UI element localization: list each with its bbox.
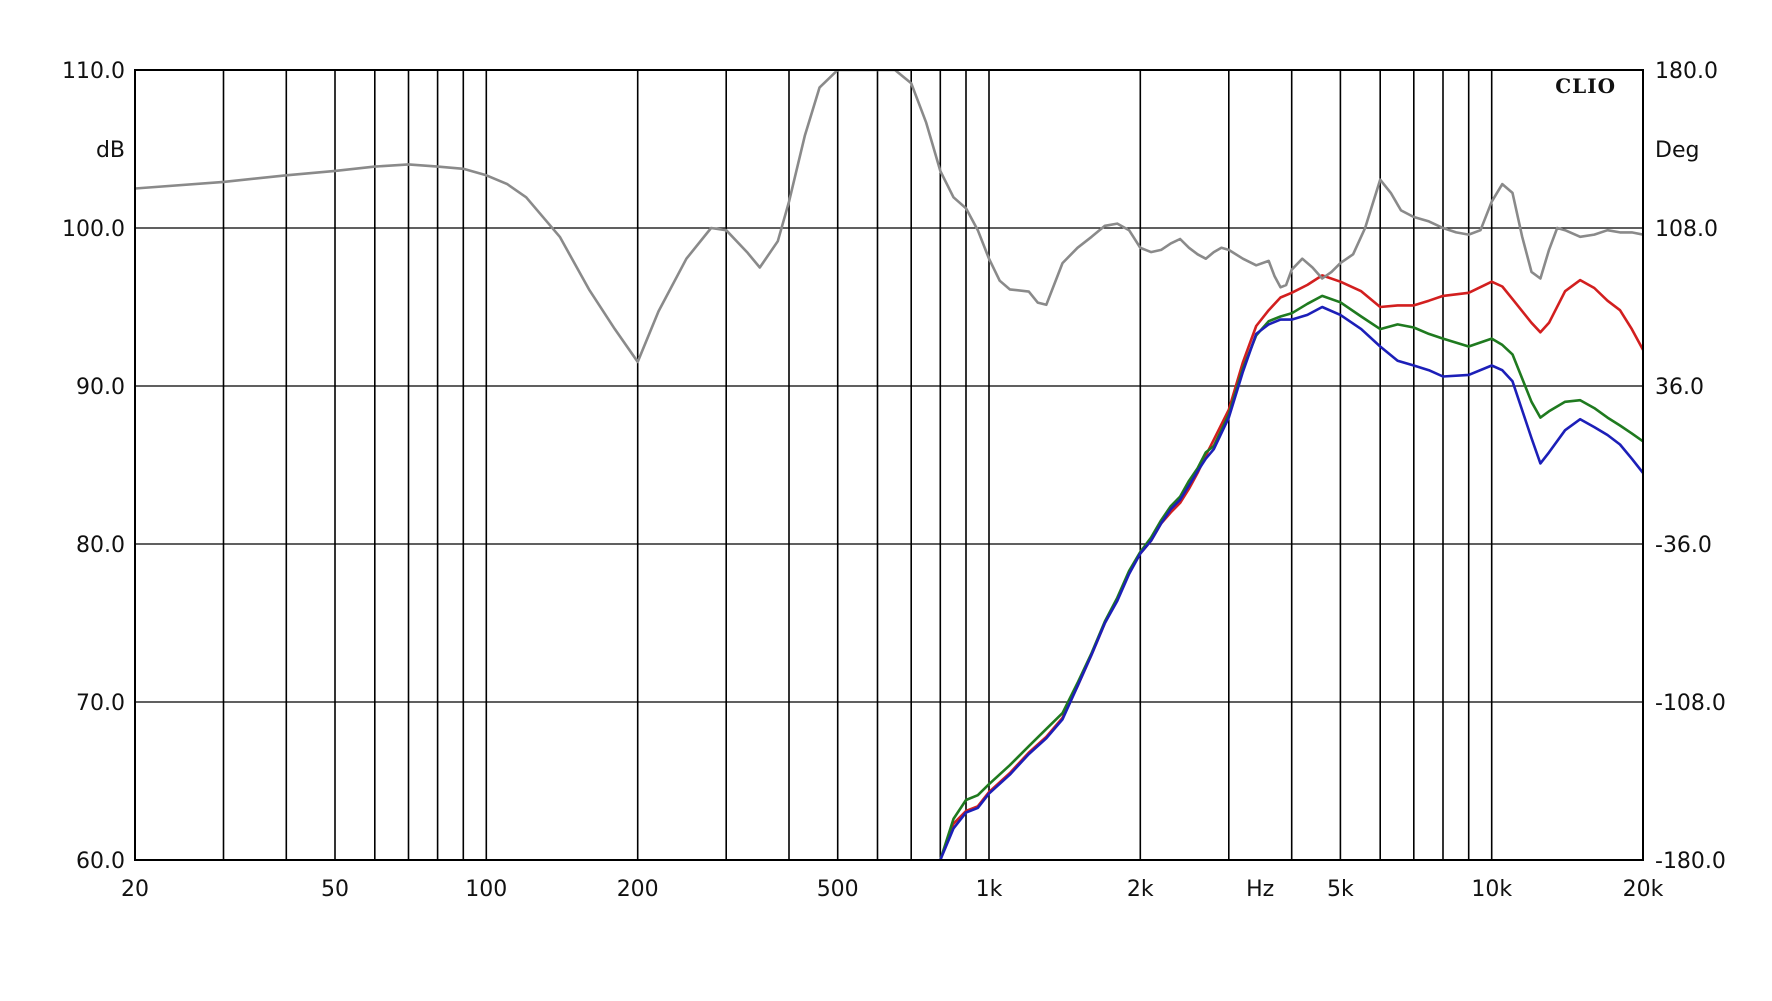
x-tick-label: 20k [1623,877,1664,902]
x-tick-label: 5k [1327,877,1354,902]
spl-curve-2 [939,294,1643,860]
y-axis-ticks: 110.0 100.0 90.0 80.0 70.0 60.0 [62,59,125,874]
spl-curve-1 [939,274,1643,860]
grid [134,69,1644,861]
x-tick-label: 2k [1127,877,1154,902]
y2-axis-ticks: 180.0 108.0 36.0 -36.0 -108.0 -180.0 [1655,59,1726,874]
y2-tick-label: -108.0 [1655,691,1726,716]
y2-tick-label: -36.0 [1655,533,1712,558]
x-tick-label: 50 [321,877,349,902]
y-tick-label: 80.0 [76,533,125,558]
clio-brand-label: CLIO [1555,74,1616,98]
x-tick-label: 20 [121,877,149,902]
y2-tick-label: 36.0 [1655,375,1704,400]
spl-curve-3 [939,305,1643,860]
y-tick-label: 100.0 [62,217,125,242]
x-axis-ticks: 20 50 100 200 500 1k 2k 5k 10k 20k [121,877,1664,902]
x-tick-label: 500 [817,877,859,902]
y-axis-unit-label: dB [96,138,125,163]
y2-tick-label: -180.0 [1655,849,1726,874]
y-tick-label: 60.0 [76,849,125,874]
x-tick-label: 10k [1471,877,1512,902]
x-axis-unit-label: Hz [1246,877,1274,902]
y2-tick-label: 180.0 [1655,59,1718,84]
series-group [135,70,1643,860]
y-tick-label: 110.0 [62,59,125,84]
phase-curve-4 [135,70,1643,364]
x-tick-label: 1k [976,877,1003,902]
plot-frame [134,69,1644,861]
x-tick-label: 100 [465,877,507,902]
y2-tick-label: 108.0 [1655,217,1718,242]
y2-axis-unit-label: Deg [1655,138,1699,163]
x-tick-label: 200 [617,877,659,902]
y-tick-label: 70.0 [76,691,125,716]
y-tick-label: 90.0 [76,375,125,400]
